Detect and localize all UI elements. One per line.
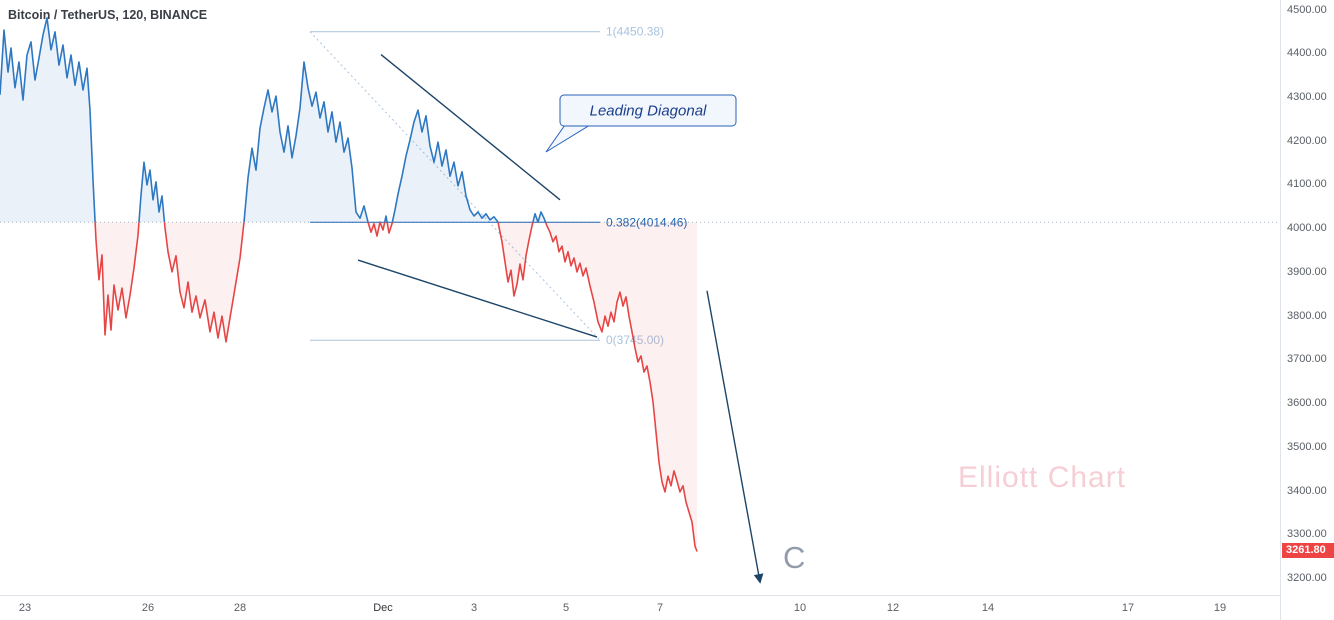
callout-box[interactable] [559, 94, 737, 127]
trendline[interactable] [357, 259, 598, 338]
fib-level-label: 0(3745.00) [606, 333, 664, 347]
time-axis-label: 23 [18, 602, 32, 614]
trendline[interactable] [380, 54, 561, 201]
price-area-down [95, 222, 697, 552]
time-axis-label: 12 [886, 602, 900, 614]
wave-c-label[interactable]: C [783, 540, 805, 575]
price-axis-label: 3700.00 [1287, 353, 1327, 366]
fib-diagonal-line[interactable] [309, 31, 601, 341]
price-axis-label: 3200.00 [1287, 572, 1327, 584]
price-axis-label: 3800.00 [1287, 309, 1327, 322]
time-axis-label: 26 [141, 602, 155, 614]
price-axis-label: 4500.00 [1287, 3, 1327, 16]
time-axis-label: 28 [233, 602, 247, 614]
time-axis-label: 19 [1213, 602, 1227, 614]
price-axis-label: 4100.00 [1287, 178, 1327, 191]
price-chart-canvas[interactable]: Elliott Chart 1(4450.38) 0.382(4014.46) 0(3… [0, 0, 1280, 595]
price-axis-label: 4300.00 [1287, 90, 1327, 103]
price-axis-label: 4000.00 [1287, 222, 1327, 235]
watermark-text: Elliott Chart [958, 461, 1126, 494]
time-axis-label: 3 [470, 602, 478, 614]
time-axis-label: 5 [562, 602, 570, 614]
time-axis-label: 14 [981, 602, 995, 614]
price-line-down [94, 222, 698, 552]
price-axis-label: 3900.00 [1287, 265, 1327, 278]
symbol-legend[interactable]: Bitcoin / TetherUS, 120, BINANCE [8, 8, 208, 22]
price-axis-label: 3500.00 [1287, 440, 1327, 453]
time-axis-label: Dec [373, 602, 393, 614]
price-area-up [0, 17, 697, 223]
price-axis-label: 3300.00 [1287, 528, 1327, 541]
price-axis-label: 4400.00 [1287, 47, 1327, 60]
price-axis[interactable]: 3261.80 4500.00 4400.00 4300.00 4200.00 4100… [1280, 0, 1334, 620]
fib-level-label: 1(4450.38) [606, 25, 664, 39]
price-axis-label: 4200.00 [1287, 134, 1327, 147]
last-price-badge: 3261.80 [1282, 543, 1334, 559]
time-axis[interactable]: 23 26 28 Dec 3 5 7 10 12 14 17 19 [0, 595, 1280, 620]
projection-arrow[interactable] [706, 290, 764, 584]
callout-text: Leading Diagonal [590, 103, 707, 120]
time-axis-label: 10 [793, 602, 807, 614]
time-axis-label: 7 [656, 602, 664, 614]
fib-level-label: 0.382(4014.46) [606, 215, 687, 229]
price-axis-label: 3600.00 [1287, 397, 1327, 410]
callout-tail [545, 124, 592, 153]
time-axis-label: 17 [1121, 602, 1135, 614]
price-axis-label: 3400.00 [1287, 484, 1327, 497]
plot-area[interactable]: Elliott Chart 1(4450.38) 0.382(4014.46) 0(3… [0, 0, 1280, 595]
